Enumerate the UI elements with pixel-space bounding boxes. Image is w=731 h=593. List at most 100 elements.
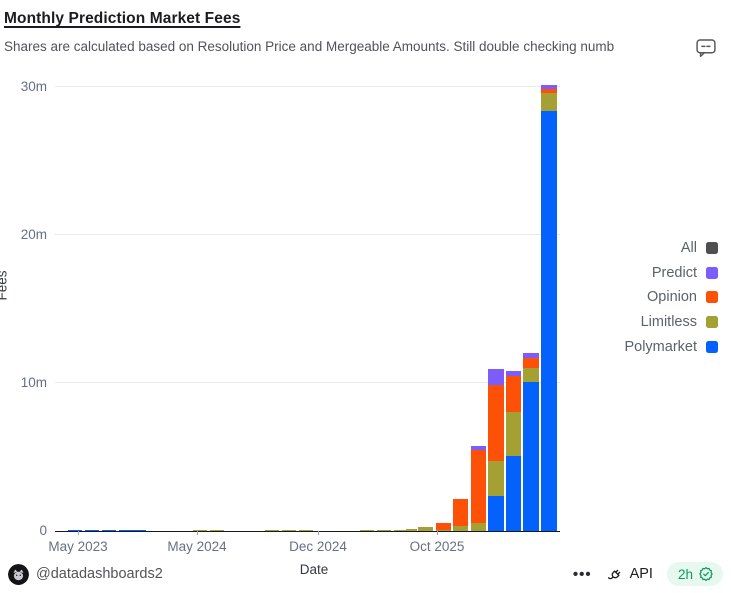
stacked-bar[interactable] [210, 529, 224, 531]
legend-item-limitless[interactable]: Limitless [624, 310, 718, 335]
author-handle[interactable]: @datadashboards2 [36, 566, 163, 582]
stacked-bar[interactable] [133, 529, 146, 531]
more-options-button[interactable]: ••• [572, 565, 592, 583]
bar-segment-polymarket[interactable] [523, 382, 539, 531]
legend-swatch [706, 291, 718, 304]
bar-segment-limitless[interactable] [406, 529, 417, 531]
bar-segment-opinion[interactable] [471, 450, 486, 523]
stacked-bar[interactable] [360, 529, 374, 531]
x-tick-label: Dec 2024 [289, 539, 347, 554]
legend-item-predict[interactable]: Predict [624, 261, 718, 286]
x-tick-mark [318, 531, 319, 535]
stacked-bar[interactable] [299, 529, 313, 531]
stacked-bar[interactable] [102, 529, 116, 531]
bar-segment-polymarket[interactable] [133, 529, 146, 531]
chart-legend: All Predict Opinion Limitless Polymarket [624, 236, 718, 359]
stacked-bar[interactable] [406, 529, 417, 531]
bar-segment-limitless[interactable] [282, 529, 296, 531]
legend-item-opinion[interactable]: Opinion [624, 285, 718, 310]
bar-segment-opinion[interactable] [506, 376, 521, 413]
bar-segment-limitless[interactable] [394, 529, 408, 531]
stacked-bar[interactable] [193, 529, 207, 531]
api-label: API [629, 566, 653, 582]
bar-segment-limitless[interactable] [471, 522, 486, 531]
bar-segment-predict[interactable] [488, 368, 504, 386]
legend-item-all[interactable]: All [624, 236, 718, 261]
bar-segment-limitless[interactable] [193, 529, 207, 531]
bar-segment-limitless[interactable] [541, 92, 557, 111]
bar-segment-limitless[interactable] [377, 529, 391, 531]
gridline [55, 86, 560, 87]
bar-segment-limitless[interactable] [488, 461, 504, 497]
plot-area[interactable]: 0 10m 20m 30m May 2023 May 2024 Dec 2024 Oct 20… [21, 79, 560, 554]
stacked-bar[interactable] [523, 353, 539, 531]
x-tick-mark [437, 531, 438, 535]
bar-segment-predict[interactable] [506, 371, 521, 377]
legend-item-polymarket[interactable]: Polymarket [624, 334, 718, 359]
bar-segment-opinion[interactable] [523, 358, 539, 369]
stacked-bar[interactable] [471, 446, 486, 531]
x-tick-mark [197, 531, 198, 535]
stacked-bar[interactable] [394, 529, 408, 531]
legend-swatch [706, 340, 718, 353]
legend-swatch [706, 316, 718, 329]
bar-segment-limitless[interactable] [418, 527, 433, 531]
bar-segment-limitless[interactable] [436, 529, 451, 531]
legend-label: All [680, 240, 697, 257]
bar-segment-opinion[interactable] [541, 88, 557, 93]
stacked-bar[interactable] [541, 84, 557, 531]
stacked-bar[interactable] [453, 499, 468, 531]
bar-segment-polymarket[interactable] [488, 496, 504, 531]
stacked-bar[interactable] [119, 529, 133, 531]
x-axis-title: Date [299, 562, 329, 577]
bar-segment-limitless[interactable] [265, 529, 279, 531]
bar-segment-limitless[interactable] [360, 529, 374, 531]
stacked-bar[interactable] [68, 529, 82, 531]
legend-label: Limitless [640, 314, 697, 331]
y-tick-label: 0 [39, 523, 47, 538]
chart-title-link[interactable]: Monthly Prediction Market Fees [4, 10, 241, 27]
stacked-bar[interactable] [436, 522, 451, 531]
bar-segment-polymarket[interactable] [506, 456, 521, 531]
bar-segment-polymarket[interactable] [541, 110, 557, 531]
stacked-bar[interactable] [85, 529, 99, 531]
stacked-bar[interactable] [265, 529, 279, 531]
legend-label: Predict [651, 264, 697, 281]
stacked-bar[interactable] [377, 529, 391, 531]
chart-subtitle: Shares are calculated based on Resolutio… [4, 39, 615, 54]
stacked-bar[interactable] [506, 371, 521, 531]
bar-segment-opinion[interactable] [453, 499, 468, 526]
stacked-bar[interactable] [282, 529, 296, 531]
bar-segment-limitless[interactable] [210, 529, 224, 531]
bar-segment-limitless[interactable] [299, 529, 313, 531]
bar-segment-polymarket[interactable] [102, 529, 116, 531]
bar-segment-polymarket[interactable] [119, 529, 133, 531]
api-button[interactable]: API [606, 565, 653, 584]
bar-segment-limitless[interactable] [506, 412, 521, 457]
gridline [55, 382, 560, 383]
stacked-bar[interactable] [418, 527, 433, 531]
bar-segment-polymarket[interactable] [68, 529, 82, 531]
bar-segment-opinion[interactable] [436, 522, 451, 530]
y-tick-label: 30m [20, 79, 47, 94]
bar-segment-predict[interactable] [471, 446, 486, 451]
comment-bubble-icon[interactable] [695, 38, 717, 58]
stacked-bar[interactable] [488, 368, 504, 531]
x-tick-label: May 2024 [167, 539, 227, 554]
bar-segment-predict[interactable] [523, 353, 539, 359]
freshness-badge[interactable]: 2h [666, 562, 723, 586]
bar-segment-polymarket[interactable] [85, 529, 99, 531]
bar-segment-limitless[interactable] [523, 368, 539, 383]
gridline [55, 234, 560, 235]
bar-segment-predict[interactable] [541, 84, 557, 89]
footer-bar: @datadashboards2 ••• API 2h [8, 559, 723, 589]
avatar[interactable] [8, 563, 29, 585]
legend-label: Polymarket [624, 338, 697, 355]
bar-segment-limitless[interactable] [453, 525, 468, 531]
x-tick-label: Oct 2025 [409, 539, 465, 554]
subtitle-row: Shares are calculated based on Resolutio… [4, 39, 727, 59]
y-tick-label: 20m [20, 227, 47, 242]
legend-swatch [706, 242, 718, 255]
bar-segment-opinion[interactable] [488, 385, 504, 462]
